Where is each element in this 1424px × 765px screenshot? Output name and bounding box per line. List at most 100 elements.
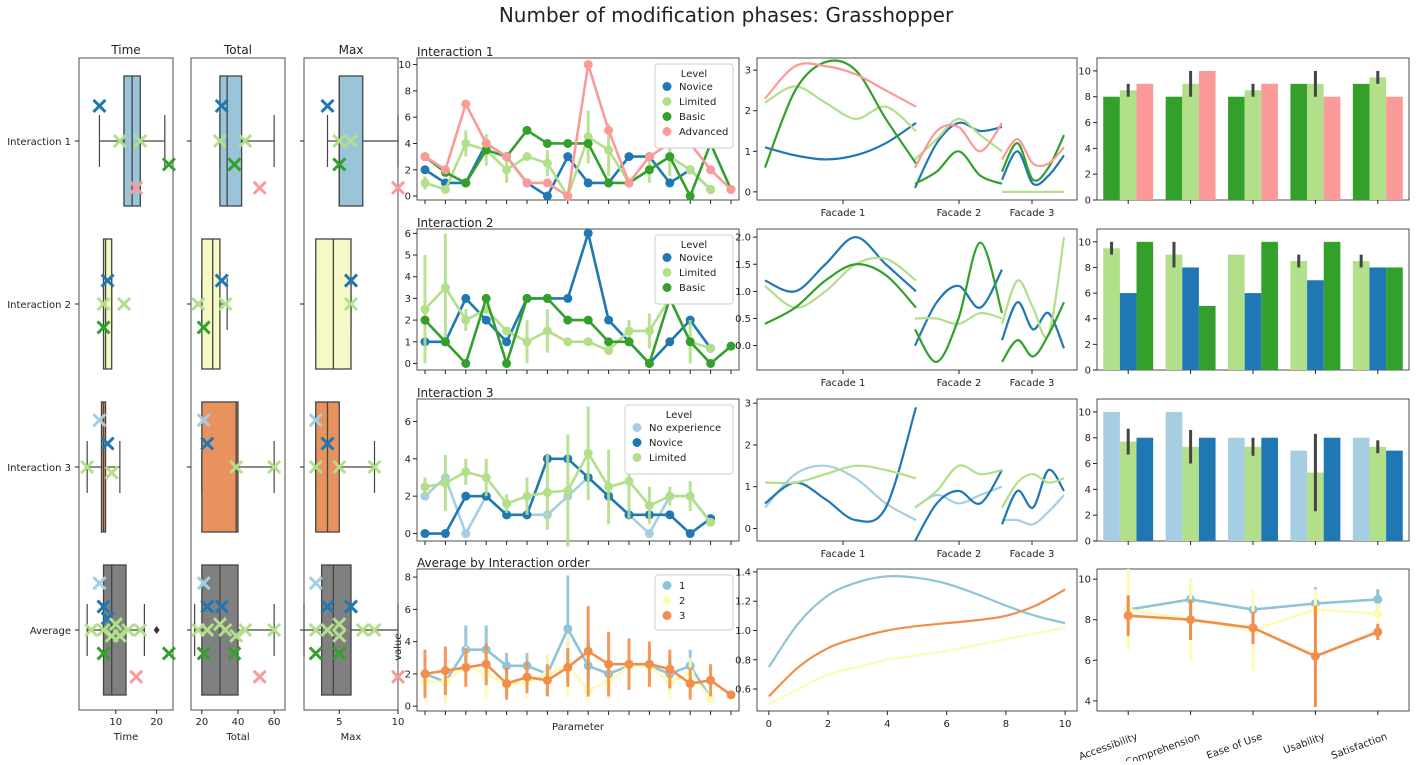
y-tick-label: 8 bbox=[1085, 433, 1091, 444]
series-point bbox=[461, 138, 471, 148]
y-tick-label: 0 bbox=[405, 192, 411, 203]
legend-label: Basic bbox=[679, 283, 705, 294]
series-point bbox=[502, 152, 512, 162]
series-point bbox=[542, 191, 552, 201]
series-point bbox=[542, 326, 552, 336]
legend-box bbox=[624, 404, 734, 475]
series-point bbox=[1373, 627, 1383, 637]
bar bbox=[1182, 446, 1199, 541]
box-point bbox=[343, 599, 359, 614]
series-point bbox=[726, 341, 736, 351]
box-point bbox=[308, 459, 323, 475]
line-panel-title: Average by Interaction order bbox=[417, 556, 590, 570]
y-tick-label: Average bbox=[30, 626, 71, 637]
box-point bbox=[196, 576, 211, 591]
facet-label: Facade 3 bbox=[1010, 378, 1055, 389]
figure-title: Number of modification phases: Grasshopp… bbox=[499, 3, 954, 27]
series-point bbox=[1186, 615, 1196, 625]
y-tick-label: 5 bbox=[405, 251, 411, 262]
legend-label: Limited bbox=[649, 453, 686, 464]
line-panel-frame bbox=[416, 228, 740, 371]
y-tick-label: 0.6 bbox=[735, 685, 751, 696]
box-point bbox=[320, 436, 335, 451]
box-point bbox=[104, 465, 119, 480]
y-tick-label: 4 bbox=[405, 637, 411, 648]
legend-title: Level bbox=[681, 240, 707, 251]
legend-title: Level bbox=[666, 410, 692, 421]
box-point bbox=[332, 617, 347, 632]
bar bbox=[1261, 437, 1278, 541]
series-point bbox=[624, 337, 634, 347]
box-point bbox=[229, 628, 244, 643]
series-point bbox=[583, 228, 593, 238]
box-point bbox=[218, 296, 233, 312]
box-point bbox=[332, 459, 347, 475]
y-tick-label: 8 bbox=[405, 573, 411, 584]
series-point bbox=[706, 184, 716, 194]
y-tick-label: 2 bbox=[1085, 511, 1091, 522]
bar bbox=[1386, 96, 1403, 200]
line-panel-frame bbox=[416, 568, 740, 712]
series-point bbox=[522, 152, 532, 162]
series-point bbox=[665, 178, 675, 188]
series-point bbox=[461, 99, 471, 109]
x-tick-label: 10 bbox=[392, 717, 405, 728]
y-tick-label: 0.8 bbox=[735, 655, 751, 666]
box-point bbox=[112, 133, 127, 149]
series-point bbox=[685, 165, 695, 175]
box-point bbox=[80, 459, 95, 475]
series-point bbox=[583, 337, 593, 347]
series-point bbox=[502, 165, 512, 175]
series-point bbox=[502, 679, 512, 689]
series-point bbox=[420, 152, 430, 162]
bar bbox=[1182, 83, 1199, 200]
series-point bbox=[522, 337, 532, 347]
series-point bbox=[685, 491, 695, 501]
series-point bbox=[604, 482, 614, 492]
x-tick-label: 4 bbox=[884, 719, 890, 730]
legend-marker bbox=[662, 283, 672, 292]
smooth-curve bbox=[914, 122, 1003, 169]
bar bbox=[1352, 261, 1370, 370]
box-point bbox=[108, 617, 123, 632]
y-tick-label: 2 bbox=[745, 106, 751, 117]
smooth-curve bbox=[764, 464, 917, 485]
series-point bbox=[563, 152, 573, 162]
y-axis-label: value bbox=[393, 633, 404, 660]
facet-label: Facade 2 bbox=[937, 549, 982, 560]
smooth-curve bbox=[764, 122, 917, 161]
y-tick-label: 0 bbox=[745, 524, 751, 535]
series-line bbox=[424, 294, 732, 368]
box-panel-xlabel: Time bbox=[113, 732, 138, 743]
bar bbox=[1290, 83, 1308, 200]
legend-marker bbox=[662, 127, 672, 136]
box-point bbox=[191, 296, 206, 312]
bar bbox=[1228, 254, 1245, 370]
series-point bbox=[1310, 651, 1320, 661]
series-point bbox=[685, 679, 695, 689]
series-point bbox=[1248, 623, 1258, 633]
smooth-panel-frame bbox=[756, 568, 1078, 712]
series-point bbox=[563, 624, 573, 634]
series-point bbox=[563, 315, 573, 325]
y-tick-label: 6 bbox=[405, 113, 411, 124]
y-tick-label: 3 bbox=[745, 66, 751, 77]
legend-box bbox=[654, 574, 734, 631]
box-point bbox=[161, 646, 176, 661]
legend-marker bbox=[632, 453, 642, 462]
series-point bbox=[665, 510, 675, 520]
series-point bbox=[685, 337, 695, 347]
box-point bbox=[308, 413, 323, 428]
y-tick-label: 0 bbox=[1085, 196, 1091, 207]
y-tick-label: Interaction 1 bbox=[7, 137, 71, 148]
bar bbox=[1103, 248, 1120, 370]
box-point bbox=[112, 628, 127, 643]
series-point bbox=[604, 145, 614, 155]
series-point bbox=[563, 662, 573, 672]
series-point bbox=[665, 337, 675, 347]
facet-label: Facade 2 bbox=[937, 378, 982, 389]
smooth-curve bbox=[763, 59, 917, 168]
series-point bbox=[583, 132, 593, 142]
smooth-curve bbox=[914, 117, 1003, 161]
y-tick-label: 4 bbox=[1085, 696, 1091, 707]
